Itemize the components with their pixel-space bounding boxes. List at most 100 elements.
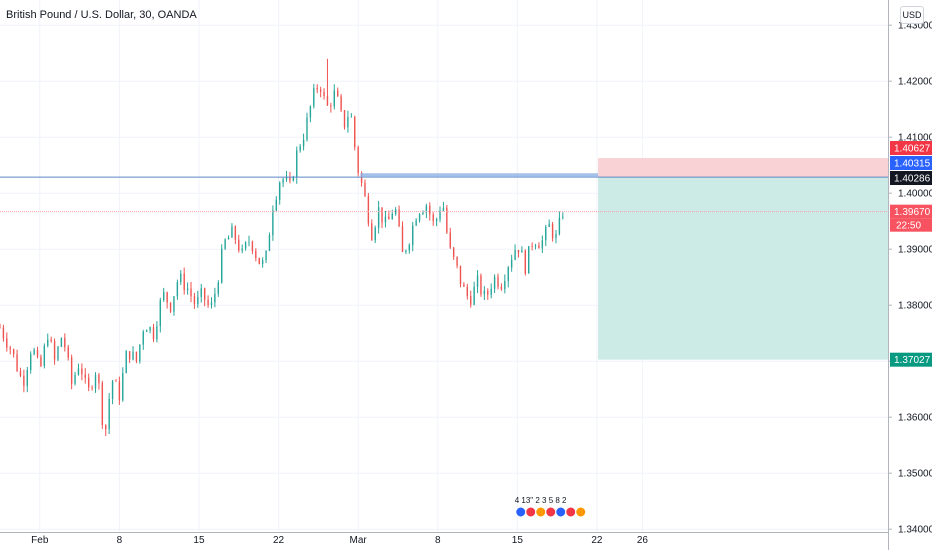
candle-body	[326, 96, 329, 106]
candle-body	[296, 150, 298, 178]
candle-body	[538, 245, 540, 249]
candle-body	[377, 207, 380, 228]
candle-body	[156, 326, 158, 340]
candle-body	[381, 207, 383, 223]
candle-body	[268, 235, 271, 251]
candle-body	[289, 177, 291, 181]
candle-body	[207, 299, 209, 306]
candle-body	[504, 280, 506, 290]
candlestick-series	[0, 58, 564, 436]
candle-body	[142, 331, 144, 345]
x-tick-label: 15	[512, 535, 524, 546]
price-tag: 1.40315	[890, 156, 932, 170]
candle-body	[272, 210, 274, 236]
candle-body	[190, 288, 192, 297]
candle-body	[299, 146, 301, 151]
economic-events[interactable]: 4 13" 2 3 5 8 2	[515, 496, 587, 518]
candle-body	[33, 349, 35, 355]
price-lines[interactable]	[0, 173, 888, 213]
candle-body	[422, 212, 424, 215]
candle-body	[203, 288, 206, 300]
candle-body	[323, 91, 325, 97]
candle-body	[367, 196, 370, 224]
candle-body	[555, 233, 557, 239]
candle-body	[26, 369, 28, 386]
candle-body	[279, 182, 281, 200]
event-flag-icon[interactable]	[575, 506, 587, 518]
price-tags: 1.40627 1.40315 1.40286 1.39670 1.37027 22:50	[890, 141, 932, 367]
x-tick-label: Mar	[350, 535, 368, 546]
candle-body	[336, 90, 339, 97]
event-flag-icon[interactable]	[535, 506, 547, 518]
candle-body	[405, 250, 407, 252]
x-tick-label: 22	[591, 535, 603, 546]
candle-body	[510, 259, 513, 268]
x-axis-ticks: Feb 8 15 22 Mar 8 15 22 26	[31, 535, 648, 546]
candle-body	[476, 275, 479, 287]
candle-body	[418, 214, 421, 221]
candle-body	[145, 330, 148, 332]
candle-body	[357, 147, 359, 173]
stop-loss-zone[interactable]	[598, 158, 888, 178]
candle-body	[500, 286, 503, 290]
event-flag-icon[interactable]	[555, 506, 567, 518]
candle-body	[47, 339, 49, 346]
y-tick-label: 1.39000	[898, 245, 932, 256]
take-profit-zone[interactable]	[598, 177, 888, 360]
candle-body	[261, 260, 264, 264]
candle-body	[91, 387, 93, 389]
candle-body	[111, 380, 114, 399]
price-tag-bg	[890, 352, 932, 367]
x-tick-label: Feb	[31, 535, 49, 546]
candle-body	[534, 245, 537, 247]
candle-body	[122, 373, 124, 401]
event-flag-icon[interactable]	[545, 506, 557, 518]
candle-body	[313, 87, 315, 107]
candle-body	[193, 296, 196, 305]
candle-body	[388, 216, 390, 220]
candle-body	[70, 357, 73, 384]
price-tag-label: 1.37027	[894, 355, 931, 366]
candle-body	[57, 346, 59, 360]
candle-body	[9, 347, 11, 350]
candle-body	[224, 239, 226, 249]
price-tag-label: 1.39670	[894, 207, 931, 218]
candle-body	[439, 210, 441, 220]
candle-body	[531, 246, 533, 247]
chart-title: British Pound / U.S. Dollar, 30, OANDA	[6, 9, 197, 21]
candle-body	[456, 256, 458, 266]
event-flag-icon[interactable]	[525, 506, 537, 518]
candle-body	[551, 224, 554, 239]
currency-button[interactable]: USD	[900, 6, 924, 24]
candle-body	[60, 337, 63, 347]
candle-body	[364, 182, 366, 197]
candle-body	[101, 383, 104, 425]
candle-body	[115, 380, 117, 382]
x-tick-label: 8	[435, 535, 441, 546]
event-flag-icon[interactable]	[565, 506, 577, 518]
candle-body	[0, 327, 1, 329]
candle-body	[442, 207, 445, 211]
candle-body	[186, 288, 189, 291]
price-tag: 1.39670	[890, 204, 932, 219]
candle-body	[12, 349, 15, 355]
event-flag-icon[interactable]	[515, 506, 527, 518]
candle-body	[108, 398, 110, 430]
candle-body	[77, 368, 80, 375]
candle-body	[43, 345, 46, 367]
candle-body	[234, 226, 237, 240]
candle-body	[463, 284, 465, 287]
position-zones[interactable]	[598, 158, 888, 360]
candle-body	[507, 267, 509, 281]
candle-body	[84, 374, 86, 378]
candle-body	[128, 351, 131, 360]
candle-body	[159, 300, 162, 327]
candle-body	[517, 250, 520, 253]
candle-body	[425, 205, 428, 213]
candle-body	[64, 337, 66, 348]
candle-body	[275, 199, 277, 211]
candle-body	[231, 226, 233, 238]
candle-body	[459, 265, 462, 285]
candle-body	[347, 117, 349, 128]
